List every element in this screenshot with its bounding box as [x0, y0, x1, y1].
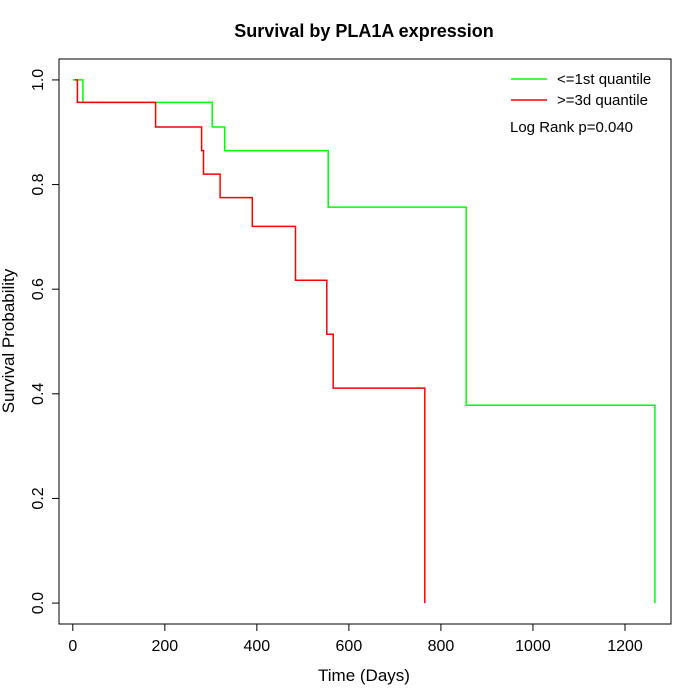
x-tick-label: 600 — [336, 638, 363, 655]
y-tick-label: 0.6 — [30, 278, 47, 300]
x-tick-label: 200 — [151, 638, 178, 655]
y-axis-label: Survival Probability — [0, 268, 18, 413]
y-tick-label: 0.0 — [30, 592, 47, 614]
y-tick-label: 0.8 — [30, 173, 47, 195]
legend: <=1st quantile >=3d quantile — [511, 71, 651, 109]
x-axis: 0 200 400 600 800 1000 1200 — [68, 623, 643, 655]
y-tick-label: 1.0 — [30, 69, 47, 91]
x-tick-label: 0 — [68, 638, 77, 655]
y-axis: 0.0 0.2 0.4 0.6 0.8 1.0 — [30, 69, 60, 614]
y-tick-label: 0.4 — [30, 383, 47, 405]
legend-label: <=1st quantile — [557, 71, 651, 88]
y-tick-label: 0.2 — [30, 487, 47, 509]
log-rank-annotation: Log Rank p=0.040 — [510, 119, 633, 136]
series-layer — [72, 79, 656, 604]
x-axis-label: Time (Days) — [318, 666, 410, 685]
chart-title: Survival by PLA1A expression — [234, 21, 493, 41]
x-tick-label: 800 — [428, 638, 455, 655]
x-tick-label: 1200 — [607, 638, 643, 655]
series-line-2 — [75, 79, 426, 604]
x-tick-label: 1000 — [515, 638, 551, 655]
x-tick-label: 400 — [244, 638, 271, 655]
legend-label: >=3d quantile — [557, 92, 648, 109]
